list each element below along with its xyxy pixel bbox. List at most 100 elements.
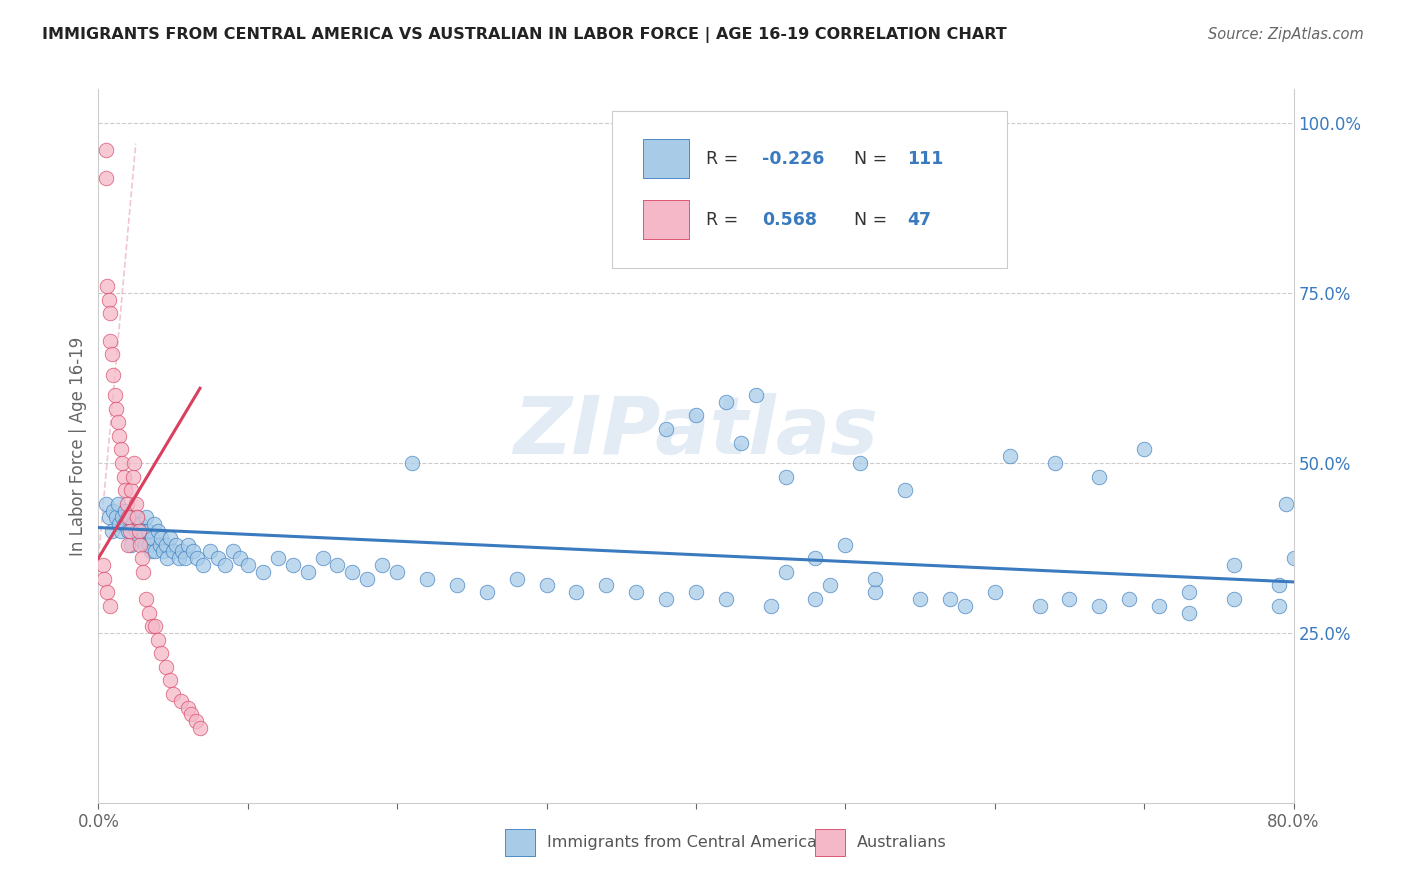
Point	[820, 578, 842, 592]
Point	[127, 510, 149, 524]
Point	[804, 591, 827, 606]
Point	[174, 551, 197, 566]
Point	[136, 524, 159, 538]
Point	[385, 565, 409, 579]
Point	[118, 510, 141, 524]
Point	[229, 551, 252, 566]
Point	[93, 572, 115, 586]
Point	[745, 388, 768, 402]
Point	[1275, 497, 1298, 511]
Text: Australians: Australians	[858, 835, 948, 850]
Point	[267, 551, 290, 566]
Point	[155, 660, 177, 674]
Point	[714, 394, 737, 409]
Point	[775, 565, 797, 579]
Point	[759, 599, 782, 613]
Point	[115, 497, 138, 511]
Point	[101, 347, 124, 361]
Point	[184, 714, 207, 729]
Point	[118, 524, 141, 538]
Point	[181, 544, 204, 558]
Point	[162, 544, 184, 558]
Point	[141, 531, 163, 545]
Point	[138, 606, 160, 620]
Point	[1282, 551, 1305, 566]
Point	[475, 585, 498, 599]
Point	[200, 544, 222, 558]
Point	[138, 537, 160, 551]
Point	[148, 524, 170, 538]
Point	[186, 551, 208, 566]
Point	[984, 585, 1007, 599]
Point	[108, 517, 131, 532]
Point	[1059, 591, 1081, 606]
Point	[804, 551, 827, 566]
Point	[114, 503, 136, 517]
Point	[655, 591, 678, 606]
Point	[172, 544, 194, 558]
Point	[121, 469, 143, 483]
Point	[446, 578, 468, 592]
Point	[149, 537, 172, 551]
Text: 0.568: 0.568	[762, 211, 817, 228]
Point	[127, 510, 149, 524]
Point	[714, 591, 737, 606]
Point	[117, 510, 139, 524]
Point	[1133, 442, 1156, 457]
Point	[112, 517, 135, 532]
Point	[159, 673, 181, 688]
Point	[834, 537, 856, 551]
Point	[536, 578, 558, 592]
Point	[191, 558, 214, 572]
Point	[96, 279, 118, 293]
Point	[775, 469, 797, 483]
Point	[121, 517, 143, 532]
Point	[326, 558, 349, 572]
Point	[117, 524, 139, 538]
Point	[908, 591, 931, 606]
Point	[214, 558, 236, 572]
Point	[252, 565, 274, 579]
Point	[91, 558, 114, 572]
Point	[124, 456, 146, 470]
Text: R =: R =	[706, 211, 744, 228]
Point	[134, 537, 156, 551]
FancyBboxPatch shape	[815, 830, 845, 856]
Point	[222, 544, 245, 558]
Point	[371, 558, 394, 572]
Point	[152, 544, 174, 558]
Point	[132, 524, 155, 538]
Point	[129, 517, 152, 532]
Text: 111: 111	[907, 150, 943, 168]
Point	[131, 551, 153, 566]
Point	[114, 483, 136, 498]
Point	[142, 517, 165, 532]
Point	[125, 497, 148, 511]
Point	[97, 510, 120, 524]
Point	[125, 524, 148, 538]
Point	[162, 687, 184, 701]
Point	[104, 388, 127, 402]
Text: Source: ZipAtlas.com: Source: ZipAtlas.com	[1208, 27, 1364, 42]
Point	[1178, 606, 1201, 620]
Point	[188, 721, 211, 735]
Point	[1088, 599, 1111, 613]
Point	[105, 510, 128, 524]
Point	[297, 565, 319, 579]
Point	[356, 572, 378, 586]
Point	[177, 537, 200, 551]
Point	[236, 558, 259, 572]
Point	[311, 551, 333, 566]
Point	[132, 565, 155, 579]
Point	[148, 632, 170, 647]
Point	[595, 578, 617, 592]
Point	[1118, 591, 1140, 606]
Point	[169, 694, 191, 708]
Point	[150, 646, 173, 660]
Text: N =: N =	[853, 211, 893, 228]
Point	[105, 401, 128, 416]
Point	[156, 551, 179, 566]
Point	[129, 537, 152, 551]
Point	[1147, 599, 1170, 613]
Point	[685, 409, 707, 423]
